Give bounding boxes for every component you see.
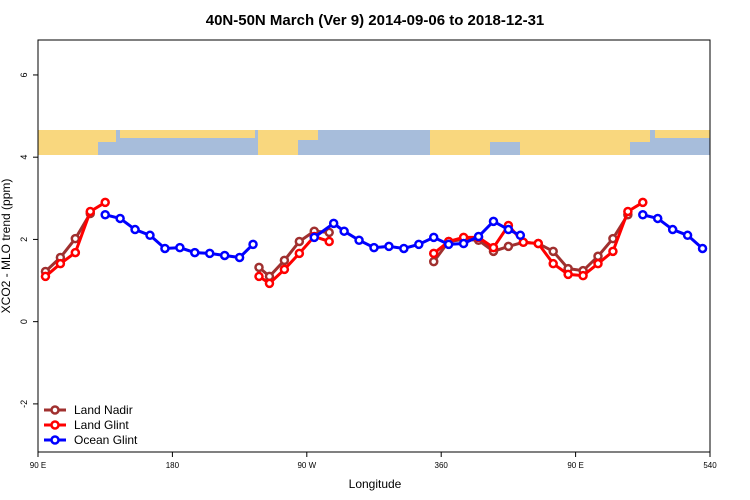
data-point (70, 233, 81, 244)
data-point (443, 239, 454, 250)
x-tick-label: 540 (703, 461, 717, 470)
data-point (384, 241, 394, 252)
data-point (204, 248, 215, 259)
data-point (697, 243, 708, 254)
y-tick-label: 6 (19, 72, 29, 77)
legend-label: Land Nadir (74, 403, 133, 417)
data-point (254, 262, 264, 273)
data-point (115, 213, 125, 224)
x-tick-label: 90 E (30, 461, 46, 470)
data-point (593, 258, 603, 269)
data-point (563, 269, 573, 280)
data-point (324, 227, 334, 238)
data-point (294, 236, 305, 247)
data-point (428, 232, 439, 243)
x-tick-label: 180 (166, 461, 180, 470)
x-tick-label: 90 W (297, 461, 316, 470)
data-point (515, 230, 526, 241)
data-point (682, 230, 693, 241)
y-axis-label: XCO2 - MLO trend (ppm) (0, 179, 13, 314)
data-point (548, 258, 558, 269)
data-point (279, 264, 290, 275)
x-axis-label: Longitude (349, 477, 402, 491)
data-point (369, 242, 379, 253)
data-point (279, 255, 290, 266)
data-point (324, 236, 334, 247)
data-point (488, 242, 499, 253)
data-point (55, 258, 66, 269)
data-point (145, 230, 155, 241)
data-point (414, 239, 424, 250)
data-point (264, 278, 275, 289)
data-point (160, 243, 170, 254)
data-point (309, 232, 320, 243)
data-point (667, 224, 678, 235)
data-point (458, 238, 469, 249)
data-point (294, 248, 305, 259)
data-point (328, 218, 339, 229)
data-point (533, 238, 544, 249)
data-point (254, 271, 264, 282)
y-tick-label: -2 (19, 400, 29, 408)
data-point (593, 251, 603, 262)
data-point (428, 256, 439, 267)
data-point (638, 197, 648, 208)
series-line (44, 201, 644, 286)
data-point (488, 216, 499, 227)
legend-label: Land Glint (74, 418, 129, 432)
y-tick-label: 2 (19, 237, 29, 242)
data-point (40, 271, 51, 282)
data-point (623, 206, 633, 217)
data-point (399, 243, 409, 254)
data-point (130, 224, 140, 235)
data-point (339, 226, 349, 236)
data-point (234, 252, 245, 263)
map-strip (38, 130, 710, 155)
data-point (175, 242, 185, 253)
data-point (70, 247, 81, 258)
legend-swatch-point (50, 405, 60, 415)
data-point (638, 210, 648, 220)
legend-swatch-point (50, 420, 60, 430)
data-point (503, 241, 514, 252)
data-point (219, 250, 230, 261)
data-point (100, 197, 110, 208)
data-point (578, 270, 588, 281)
legend-label: Ocean Glint (74, 433, 138, 447)
data-point (473, 231, 484, 242)
x-tick-label: 360 (435, 461, 449, 470)
x-tick-label: 90 E (567, 461, 583, 470)
data-point (190, 247, 200, 258)
data-point (608, 246, 618, 257)
data-point (85, 206, 96, 217)
data-point (548, 246, 558, 257)
y-tick-label: 4 (19, 155, 29, 160)
data-point (354, 235, 364, 245)
data-point (100, 210, 110, 220)
legend-swatch-point (50, 435, 60, 445)
data-point (503, 224, 514, 235)
plot-frame (37, 39, 711, 453)
chart-title: 40N-50N March (Ver 9) 2014-09-06 to 2018… (206, 12, 545, 29)
data-point (248, 239, 258, 250)
y-tick-label: 0 (19, 319, 29, 324)
data-point (428, 248, 439, 259)
data-point (652, 213, 663, 224)
